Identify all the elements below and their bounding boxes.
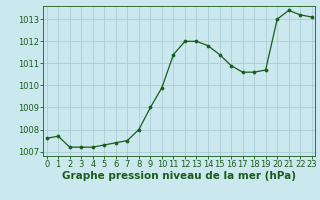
X-axis label: Graphe pression niveau de la mer (hPa): Graphe pression niveau de la mer (hPa)	[62, 171, 296, 181]
